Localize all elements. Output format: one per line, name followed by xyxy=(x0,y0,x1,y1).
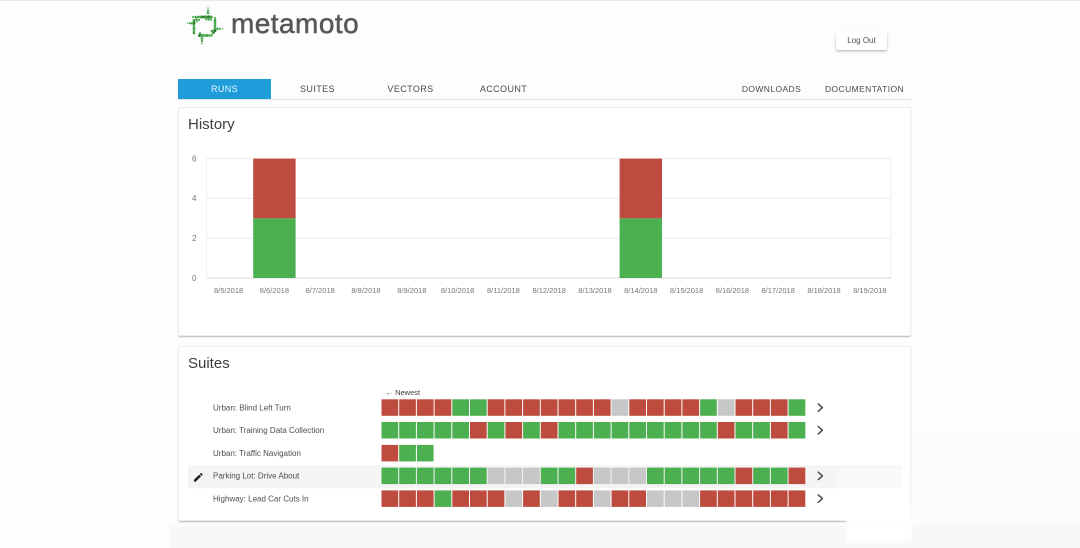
svg-text:8/13/2018: 8/13/2018 xyxy=(578,286,611,295)
svg-text:8/10/2018: 8/10/2018 xyxy=(441,286,474,295)
svg-text:← Newest: ← Newest xyxy=(386,388,422,397)
svg-text:Urban: Training Data Collectio: Urban: Training Data Collection xyxy=(213,426,324,435)
svg-text:8/5/2018: 8/5/2018 xyxy=(214,286,243,295)
svg-text:8/6/2018: 8/6/2018 xyxy=(260,286,289,295)
svg-text:8/12/2018: 8/12/2018 xyxy=(533,286,566,295)
svg-text:Parking Lot: Drive About: Parking Lot: Drive About xyxy=(213,472,300,481)
svg-text:8/16/2018: 8/16/2018 xyxy=(716,286,749,295)
svg-text:8/7/2018: 8/7/2018 xyxy=(306,286,335,295)
svg-text:8/19/2018: 8/19/2018 xyxy=(853,286,886,295)
svg-text:8/8/2018: 8/8/2018 xyxy=(351,286,380,295)
svg-text:8/14/2018: 8/14/2018 xyxy=(624,286,657,295)
svg-text:8/15/2018: 8/15/2018 xyxy=(670,286,703,295)
svg-text:8/11/2018: 8/11/2018 xyxy=(487,286,520,295)
svg-text:6: 6 xyxy=(192,154,197,163)
svg-text:8/9/2018: 8/9/2018 xyxy=(397,286,426,295)
svg-text:Highway: Lead Car Cuts In: Highway: Lead Car Cuts In xyxy=(213,494,309,503)
svg-text:2: 2 xyxy=(192,234,197,243)
svg-text:Urban: Traffic Navigation: Urban: Traffic Navigation xyxy=(213,449,301,458)
svg-text:Urban: Blind Left Turn: Urban: Blind Left Turn xyxy=(213,403,291,412)
svg-text:8/18/2018: 8/18/2018 xyxy=(807,286,840,295)
svg-text:4: 4 xyxy=(192,194,197,203)
svg-text:8/17/2018: 8/17/2018 xyxy=(762,286,795,295)
svg-text:0: 0 xyxy=(192,274,197,283)
